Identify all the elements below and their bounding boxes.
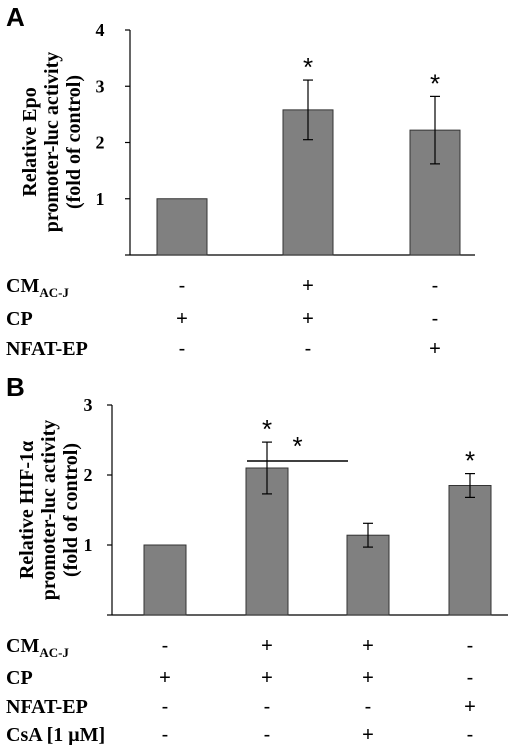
- y-tick-label: 2: [96, 133, 105, 153]
- treatment-label-text: NFAT-EP: [6, 338, 88, 360]
- panel-letter: B: [6, 372, 25, 402]
- treatment-label: CP: [6, 667, 33, 689]
- treatment-sign: +: [464, 696, 476, 718]
- treatment-sign: +: [362, 724, 374, 745]
- significance-marker: *: [303, 52, 313, 82]
- treatment-label-text: CP: [6, 667, 33, 689]
- y-tick-label: 1: [96, 189, 105, 209]
- treatment-sign: +: [302, 308, 314, 330]
- y-axis-label-line: (fold of control): [63, 75, 85, 209]
- y-tick-label: 4: [96, 20, 105, 40]
- bar: [143, 544, 187, 616]
- y-axis-label-line: Relative HIF-1α: [16, 441, 38, 579]
- treatment-label: CP: [6, 308, 33, 330]
- treatment-sign: -: [432, 308, 439, 330]
- y-axis-label-line: promoter-luc activity: [38, 420, 60, 601]
- treatment-sign: +: [429, 338, 441, 360]
- treatment-label-text: CM: [6, 635, 39, 657]
- treatment-sign: +: [261, 635, 273, 657]
- treatment-label-text: CP: [6, 308, 33, 330]
- treatment-label: CsA [1 μM]: [6, 724, 105, 745]
- treatment-label-text: CsA [1 μM]: [6, 724, 105, 745]
- treatment-sign: -: [179, 275, 186, 297]
- treatment-sign: -: [467, 635, 474, 657]
- treatment-sign: +: [261, 667, 273, 689]
- treatment-label-text: CM: [6, 275, 39, 297]
- treatment-sign: -: [179, 338, 186, 360]
- treatment-sign: -: [162, 724, 169, 745]
- bar: [156, 198, 208, 256]
- treatment-sign: +: [362, 667, 374, 689]
- bar: [448, 485, 492, 616]
- y-tick-label: 3: [84, 395, 93, 415]
- y-tick-label: 3: [96, 76, 105, 96]
- treatment-sign: +: [362, 635, 374, 657]
- treatment-sign: -: [162, 696, 169, 718]
- treatment-sign: -: [162, 635, 169, 657]
- treatment-sign: -: [264, 696, 271, 718]
- y-axis-label-line: Relative Epo: [19, 87, 41, 196]
- treatment-label: NFAT-EP: [6, 338, 88, 360]
- y-axis-label-line: promoter-luc activity: [41, 52, 63, 233]
- treatment-sign: -: [467, 667, 474, 689]
- y-tick-label: 1: [84, 535, 93, 555]
- y-axis-label-line: (fold of control): [60, 443, 82, 577]
- treatment-label: CMAC-J: [6, 275, 69, 300]
- panel-letter: A: [6, 2, 25, 32]
- treatment-sign: -: [467, 724, 474, 745]
- treatment-sign: +: [176, 308, 188, 330]
- y-tick-label: 2: [84, 465, 93, 485]
- significance-marker: *: [262, 414, 272, 444]
- treatment-label: NFAT-EP: [6, 696, 88, 718]
- treatment-sign: -: [264, 724, 271, 745]
- y-axis-label: Relative HIF-1αpromoter-luc activity(fol…: [16, 420, 82, 601]
- significance-marker: *: [430, 68, 440, 98]
- treatment-sign: -: [365, 696, 372, 718]
- treatment-label-subscript: AC-J: [39, 645, 69, 660]
- treatment-sign: +: [159, 667, 171, 689]
- treatment-sign: -: [432, 275, 439, 297]
- significance-marker: *: [465, 446, 475, 476]
- panel-a: A 1 2 3 4 Relative Epopromoter-luc activity(f…: [6, 2, 475, 360]
- treatment-sign: -: [305, 338, 312, 360]
- y-axis-label: Relative Epopromoter-luc activity(fold o…: [19, 52, 85, 233]
- treatment-label: CMAC-J: [6, 635, 69, 660]
- significance-marker: *: [292, 431, 302, 461]
- treatment-label-subscript: AC-J: [39, 285, 69, 300]
- treatment-sign: +: [302, 275, 314, 297]
- treatment-label-text: NFAT-EP: [6, 696, 88, 718]
